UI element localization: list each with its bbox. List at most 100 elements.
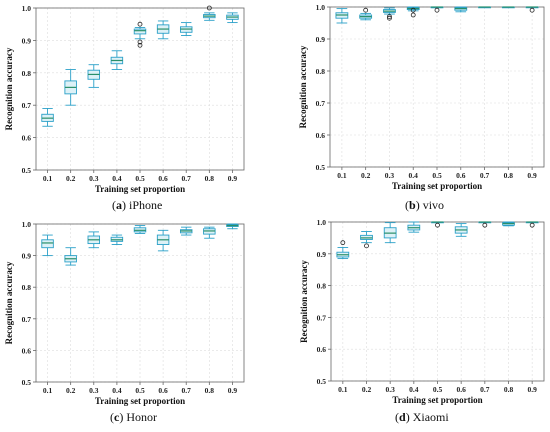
- box-0.9: [226, 223, 239, 230]
- panel-a: 0.5 0.6 0.7 0.8 0.9 1.0 0.1 0.2 0.3 0.4 0.5 0.6 0.7 0…: [0, 0, 275, 213]
- y-tick-label: 0.7: [22, 101, 32, 110]
- x-tick-label: 0.3: [89, 174, 99, 183]
- outlier-point: [137, 42, 143, 48]
- y-tick-label: 0.9: [317, 250, 327, 259]
- caption-a-letter: a: [116, 198, 122, 212]
- caption-a-name: iPhone: [129, 198, 163, 212]
- outlier-point: [363, 7, 369, 13]
- caption-b-letter: b: [409, 198, 416, 212]
- outlier-point: [410, 12, 416, 18]
- x-tick-label: 0.1: [43, 386, 53, 395]
- box-0.7: [179, 226, 193, 236]
- chart-honor: 0.5 0.6 0.7 0.8 0.9 1.0 0.1 0.2 0.3 0.4 0.5 0.6 0.7 0…: [4, 220, 245, 406]
- panel-d: 0.5 0.6 0.7 0.8 0.9 1.0 0.1 0.2 0.3 0.4 0.5 0.6 0.7 0…: [275, 213, 550, 427]
- x-tick-label: 0.5: [433, 385, 443, 394]
- box-0.4: [110, 234, 124, 245]
- y-tick-label: 0.7: [317, 313, 327, 322]
- y-tick-label: 0.5: [317, 377, 327, 386]
- iqr-box: [133, 28, 147, 35]
- box-0.5: [431, 221, 444, 228]
- outlier-point: [206, 5, 212, 11]
- box-0.5: [133, 225, 147, 234]
- y-tick-label: 0.7: [316, 99, 326, 108]
- x-tick-label: 0.3: [385, 171, 395, 180]
- box-0.3: [87, 231, 101, 249]
- x-tick-label: 0.4: [112, 174, 122, 183]
- outlier-point: [387, 14, 392, 20]
- x-axis-title: Training set proportion: [392, 395, 482, 405]
- x-tick-label: 0.3: [89, 386, 99, 395]
- x-tick-label: 0.9: [527, 171, 537, 180]
- box-0.2: [64, 69, 77, 106]
- box-0.6: [454, 223, 468, 237]
- x-tick-label: 0.8: [504, 385, 514, 394]
- outlier-point: [529, 222, 535, 228]
- box-0.9: [525, 6, 539, 13]
- y-axis-title: Recognition accuracy: [4, 47, 14, 130]
- panel-c: 0.5 0.6 0.7 0.8 0.9 1.0 0.1 0.2 0.3 0.4 0.5 0.6 0.7 0…: [0, 213, 275, 427]
- y-tick-label: 0.9: [316, 35, 326, 44]
- x-tick-label: 0.1: [337, 171, 347, 180]
- box-0.8: [502, 221, 515, 227]
- x-tick-label: 0.2: [66, 386, 76, 395]
- y-tick-label: 0.8: [22, 283, 32, 292]
- x-tick-label: 0.4: [409, 385, 419, 394]
- y-tick-label: 0.6: [316, 131, 326, 140]
- box-0.7: [478, 221, 492, 228]
- x-axis-title: Training set proportion: [95, 396, 185, 406]
- box-0.6: [156, 229, 170, 252]
- y-tick-label: 0.5: [22, 166, 32, 175]
- chart-xiaomi: 0.5 0.6 0.7 0.8 0.9 1.0 0.1 0.2 0.3 0.4 0.5 0.6 0.7 0…: [299, 218, 545, 405]
- x-tick-label: 0.9: [228, 174, 238, 183]
- caption-c-name: Honor: [126, 410, 157, 424]
- box-0.6: [156, 20, 170, 40]
- y-tick-label: 0.9: [22, 252, 32, 261]
- box-0.2: [64, 247, 77, 266]
- outlier-point: [340, 240, 346, 246]
- outlier-point: [529, 7, 535, 13]
- chart-iphone: 0.5 0.6 0.7 0.8 0.9 1.0 0.1 0.2 0.3 0.4 0.5 0.6 0.7 0…: [4, 4, 245, 194]
- box-0.4: [110, 50, 124, 71]
- box-0.3: [383, 222, 397, 244]
- x-tick-label: 0.6: [158, 174, 168, 183]
- x-tick-label: 0.5: [135, 174, 145, 183]
- box-0.1: [336, 240, 350, 260]
- y-tick-label: 1.0: [316, 3, 326, 12]
- box-0.7: [478, 6, 491, 9]
- x-tick-label: 0.8: [205, 386, 215, 395]
- y-tick-label: 0.6: [317, 345, 327, 354]
- caption-c-letter: c: [114, 410, 120, 424]
- y-axis-title: Recognition accuracy: [298, 45, 308, 128]
- y-tick-label: 0.8: [22, 69, 32, 78]
- box-0.4: [406, 6, 420, 18]
- x-tick-label: 0.1: [338, 385, 348, 394]
- outlier-point: [482, 222, 488, 228]
- panel-b: 0.5 0.6 0.7 0.8 0.9 1.0 0.1 0.2 0.3 0.4 0.5 0.6 0.7 0…: [275, 0, 550, 213]
- y-tick-label: 0.5: [316, 163, 326, 172]
- y-tick-label: 0.6: [22, 346, 32, 355]
- x-tick-label: 0.4: [409, 171, 419, 180]
- x-tick-label: 0.8: [205, 174, 215, 183]
- y-axis-title: Recognition accuracy: [299, 260, 309, 343]
- x-tick-label: 0.6: [456, 171, 466, 180]
- x-tick-label: 0.5: [135, 386, 145, 395]
- caption-d-letter: d: [399, 410, 406, 424]
- box-0.1: [335, 8, 349, 24]
- x-tick-label: 0.5: [432, 171, 442, 180]
- box-0.2: [359, 7, 373, 21]
- caption-b-name: vivo: [422, 198, 445, 212]
- y-tick-label: 1.0: [317, 218, 327, 227]
- x-tick-label: 0.6: [456, 385, 466, 394]
- box-0.8: [501, 6, 515, 9]
- box-0.3: [87, 64, 101, 88]
- x-tick-label: 0.9: [527, 385, 537, 394]
- y-tick-label: 0.8: [317, 282, 327, 291]
- x-tick-label: 0.3: [385, 385, 395, 394]
- y-tick-label: 0.7: [22, 315, 32, 324]
- outlier-point: [137, 39, 143, 45]
- box-0.5: [133, 21, 147, 48]
- box-0.4: [407, 221, 421, 233]
- caption-c: (c) Honor: [110, 410, 157, 424]
- caption-d-name: Xiaomi: [412, 410, 449, 424]
